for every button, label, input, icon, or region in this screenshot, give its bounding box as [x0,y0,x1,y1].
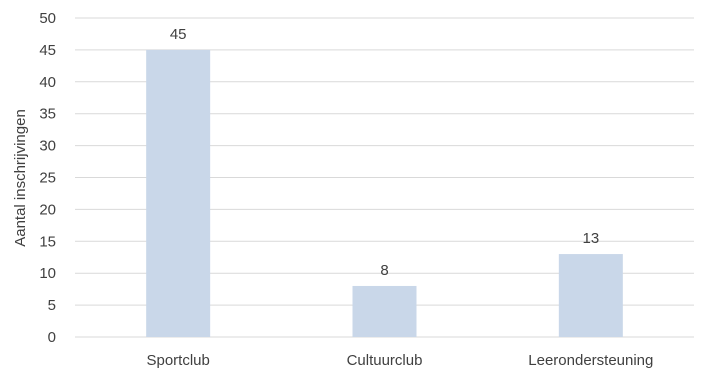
y-axis-title: Aantal inschrijvingen [12,109,29,247]
bar-leerondersteuning [558,254,623,337]
y-tick-label: 45 [39,42,56,59]
y-tick-label: 0 [48,329,56,346]
data-label-cultuurclub: 8 [380,262,388,279]
x-tick-label-leerondersteuning: Leerondersteuning [528,352,653,369]
y-tick-label: 10 [39,265,56,282]
bar-cultuurclub [352,285,417,337]
y-tick-label: 20 [39,201,56,218]
data-labels: 45 8 13 [170,26,599,279]
y-tick-label: 40 [39,74,56,91]
y-axis-ticks: 0 5 10 15 20 25 30 35 40 45 50 [39,10,56,346]
y-tick-label: 50 [39,10,56,27]
x-axis-categories: Sportclub Cultuurclub Leerondersteuning [146,352,653,369]
bars [146,49,623,338]
data-label-leerondersteuning: 13 [582,230,599,247]
x-tick-label-sportclub: Sportclub [146,352,209,369]
y-tick-label: 35 [39,106,56,123]
y-tick-label: 30 [39,138,56,155]
data-label-sportclub: 45 [170,26,187,43]
y-tick-label: 15 [39,233,56,250]
y-tick-label: 25 [39,170,56,187]
x-tick-label-cultuurclub: Cultuurclub [347,352,423,369]
y-tick-label: 5 [48,297,56,314]
bar-sportclub [146,49,211,338]
